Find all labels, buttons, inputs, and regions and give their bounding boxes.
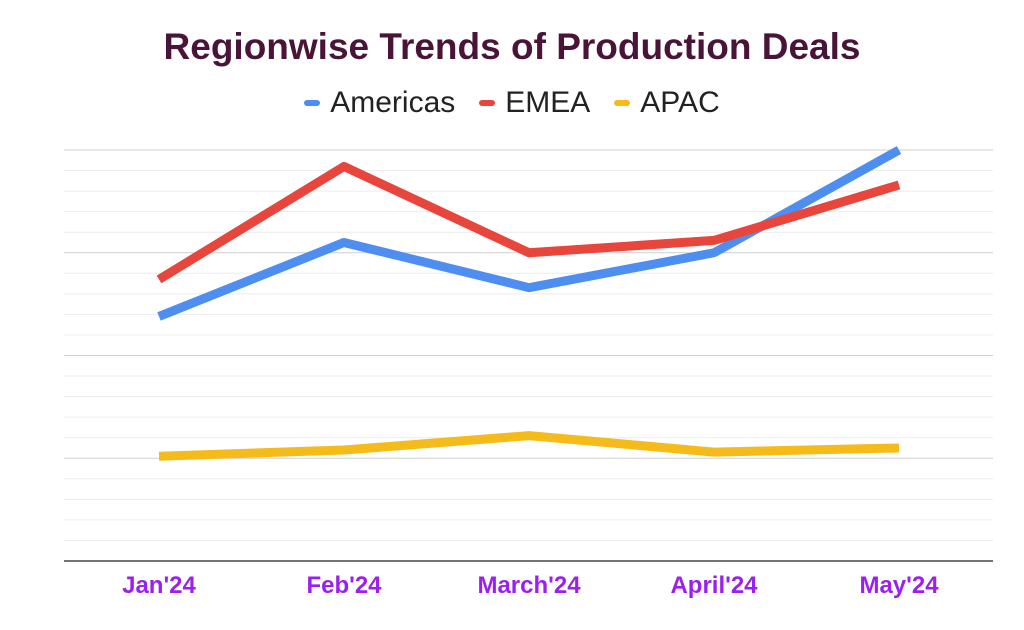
x-tick-label: March'24 xyxy=(477,572,581,599)
chart-legend: Americas EMEA APAC xyxy=(0,86,1024,120)
series-lines xyxy=(156,146,902,461)
legend-item-apac: APAC xyxy=(614,86,720,120)
x-tick-label: April'24 xyxy=(670,572,758,599)
legend-item-americas: Americas xyxy=(304,86,455,120)
legend-label-apac: APAC xyxy=(640,86,720,119)
x-tick-label: Feb'24 xyxy=(306,572,382,599)
legend-label-americas: Americas xyxy=(330,86,456,119)
series-line-emea xyxy=(156,161,901,284)
x-tick-label: May'24 xyxy=(859,572,939,599)
series-apac xyxy=(158,431,900,461)
gridlines xyxy=(64,149,993,541)
legend-swatch-apac xyxy=(614,100,631,106)
legend-swatch-americas xyxy=(304,100,321,106)
series-americas xyxy=(157,146,902,321)
legend-swatch-emea xyxy=(479,100,496,106)
legend-label-emea: EMEA xyxy=(505,86,591,119)
series-line-apac xyxy=(158,431,900,461)
series-line-americas xyxy=(157,146,902,321)
x-tick-labels: Jan'24 Feb'24 March'24 April'24 May'24 xyxy=(122,572,939,599)
legend-item-emea: EMEA xyxy=(479,86,590,120)
x-tick-label: Jan'24 xyxy=(122,572,196,599)
chart-title: Regionwise Trends of Production Deals xyxy=(163,26,861,67)
series-emea xyxy=(156,161,901,284)
